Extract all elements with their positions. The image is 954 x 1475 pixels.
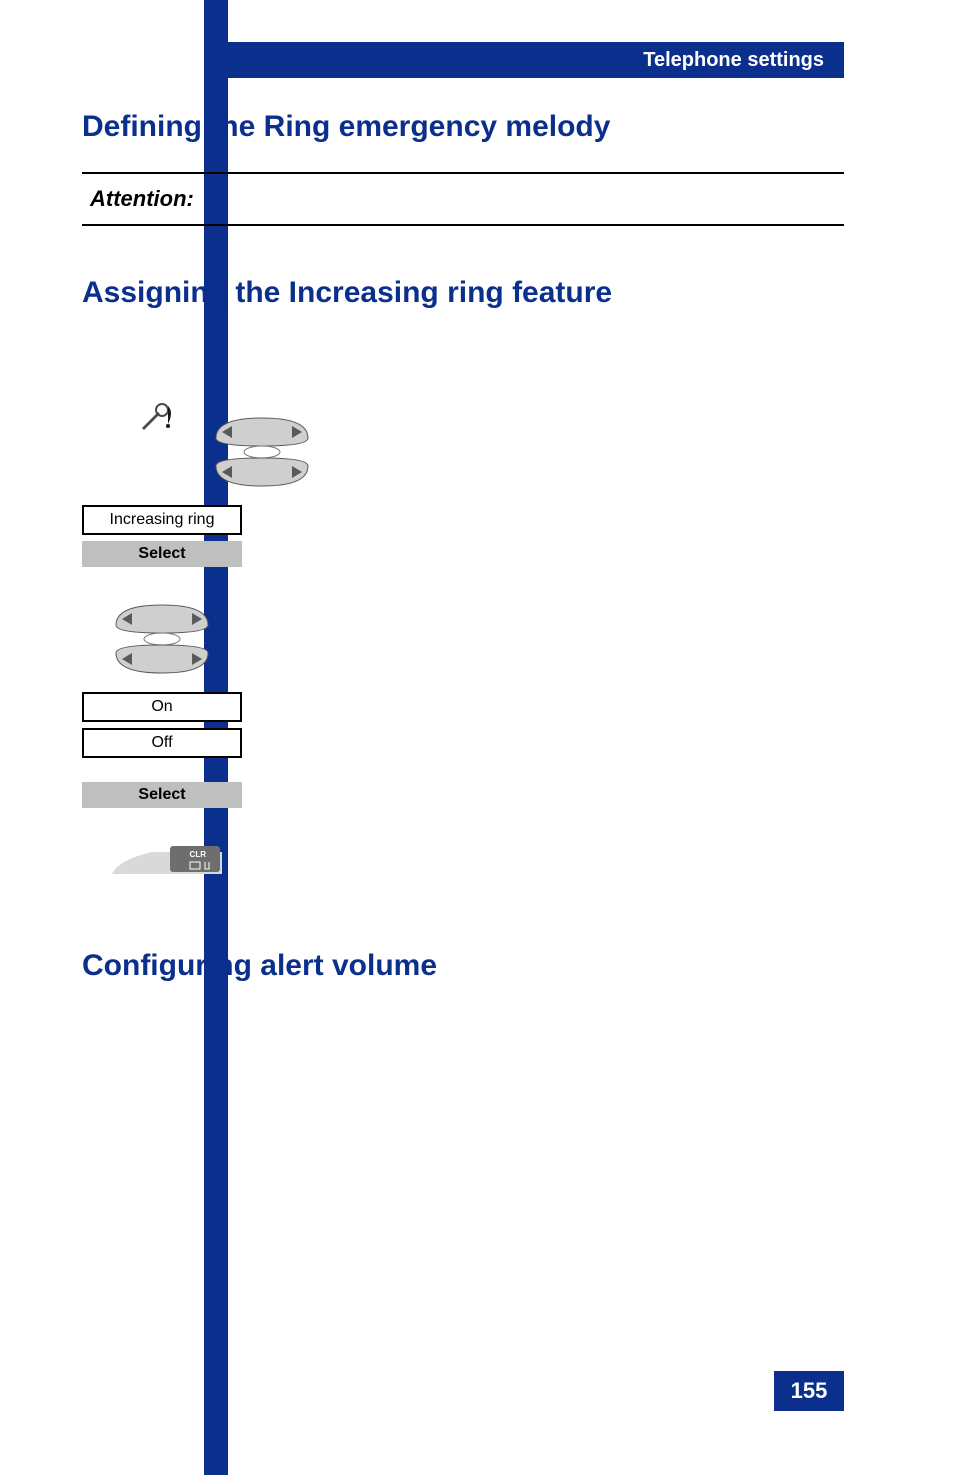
steps-column: Increasing ring Select On Off Select CLR (82, 400, 844, 879)
option-off: Off (82, 728, 242, 758)
page-number: 155 (774, 1371, 844, 1411)
heading-ring-emergency: Defining the Ring emergency melody (82, 110, 844, 144)
menu-item-increasing-ring: Increasing ring (82, 505, 242, 535)
page-number-value: 155 (791, 1378, 828, 1404)
nav-rocker-icon (212, 414, 312, 490)
rule-bottom (82, 224, 844, 226)
softkey-select-2[interactable]: Select (82, 782, 242, 808)
softkey-select-1[interactable]: Select (82, 541, 242, 567)
option-on: On (82, 692, 242, 722)
clr-key-icon[interactable]: CLR (112, 844, 222, 874)
rule-top (82, 172, 844, 174)
heading-increasing-ring: Assigning the Increasing ring feature (82, 276, 844, 310)
header-section-title: Telephone settings (643, 49, 824, 72)
nav-rocker-icon (112, 601, 212, 677)
attention-label: Attention: (90, 186, 844, 212)
clr-key-label: CLR (190, 850, 207, 859)
page-content: Defining the Ring emergency melody Atten… (82, 110, 844, 1011)
heading-alert-volume: Configuring alert volume (82, 949, 844, 983)
settings-audio-icon (138, 400, 178, 440)
header-band: Telephone settings (204, 42, 844, 78)
